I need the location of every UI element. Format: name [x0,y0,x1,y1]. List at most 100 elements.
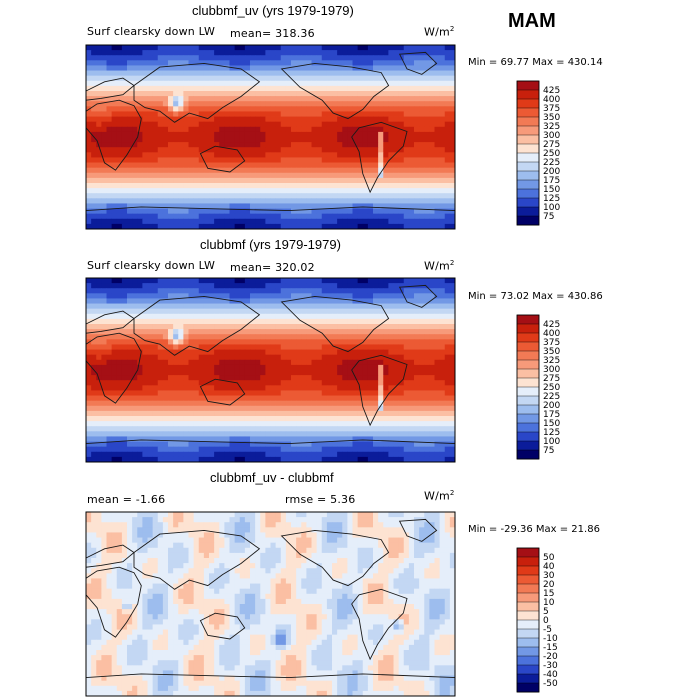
field-cell [352,85,359,92]
field-cell [193,349,200,356]
field-cell [337,298,343,304]
field-cell [234,288,241,294]
field-cell [301,131,307,138]
field-cell [96,172,102,179]
field-cell [398,278,405,284]
field-cell [127,324,133,330]
field-cell [162,55,169,61]
field-cell [357,126,364,133]
field-cell [162,131,169,138]
field-cell [111,441,118,448]
field-cell [291,324,297,330]
field-cell [250,183,256,189]
field-cell [373,50,379,56]
field-cell [229,152,236,158]
field-cell [342,431,348,437]
field-cell [296,293,302,299]
field-cell [311,395,318,402]
field-cell [142,157,148,163]
field-cell [132,400,138,407]
field-cell [270,198,277,204]
field-cell [321,298,328,304]
field-cell [265,193,271,199]
field-cell [255,405,261,412]
field-cell [132,334,138,340]
field-cell [121,111,128,117]
field-cell [183,116,189,123]
field-cell [127,426,133,432]
field-cell [424,385,430,391]
field-cell [137,147,143,153]
field-cell [332,288,338,294]
field-cell [244,278,251,284]
field-cell [306,293,312,299]
field-cell [152,385,159,391]
field-cell [244,329,251,335]
field-cell [229,126,236,133]
field-cell [224,385,230,391]
field-cell [429,329,435,335]
field-cell [178,198,184,204]
field-cell [250,85,256,92]
field-cell [296,85,302,92]
field-cell [449,106,456,112]
field-cell [209,354,215,361]
field-cell [219,91,225,97]
field-cell [403,80,410,87]
field-cell [291,375,297,381]
field-cell [414,364,420,371]
field-cell [429,121,435,128]
field-cell [291,436,297,442]
colorbar-swatch [516,98,540,109]
field-cell [116,91,123,97]
field-cell [408,193,415,199]
field-cell [183,213,189,220]
field-cell [439,390,446,396]
field-cell [147,131,154,138]
field-cell [285,283,292,289]
field-cell [152,50,159,56]
field-cell [434,313,441,320]
field-cell [332,339,338,345]
field-cell [316,198,323,204]
field-cell [424,349,430,356]
field-cell [157,436,164,442]
field-cell [91,390,97,396]
field-cell [291,349,297,356]
field-cell [183,137,189,143]
field-cell [291,157,297,163]
field-cell [291,80,297,87]
field-cell [439,416,446,422]
field-cell [280,375,287,381]
field-cell [383,167,389,174]
field-cell [162,70,169,77]
field-cell [193,370,200,376]
field-cell [260,308,266,315]
field-cell [362,193,369,199]
field-cell [403,147,410,153]
field-cell [137,385,143,391]
field-cell [296,142,302,148]
field-cell [388,223,394,230]
field-cell [250,441,256,448]
field-cell [132,96,138,102]
field-cell [301,198,307,204]
field-cell [347,421,353,427]
field-cell [388,91,394,97]
field-cell [347,60,353,66]
field-cell [388,431,394,437]
field-cell [198,405,205,412]
field-cell [347,80,353,87]
field-cell [337,152,343,158]
field-cell [296,339,302,345]
panel-3-mean-label: mean = -1.66 [87,493,166,506]
field-cell [132,126,138,133]
field-cell [373,436,379,442]
field-cell [219,121,225,128]
field-cell [178,405,184,412]
field-cell [414,354,420,361]
field-cell [198,293,205,299]
field-cell [229,60,236,66]
field-cell [137,344,143,350]
field-cell [449,70,456,77]
